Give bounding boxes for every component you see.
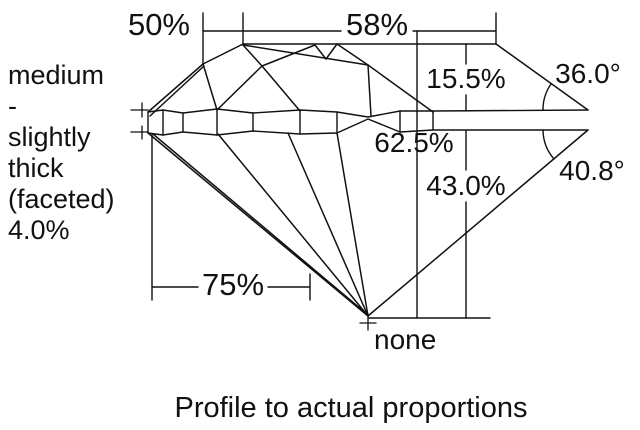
facet-edge bbox=[242, 44, 263, 67]
pavilion-facet-line bbox=[336, 132, 369, 317]
facet-edge bbox=[216, 65, 263, 111]
girdle-description-line: - bbox=[8, 91, 17, 121]
pavilion-edge-left bbox=[147, 132, 369, 317]
crown-height-label: 15.5% bbox=[426, 63, 506, 94]
facet-edge bbox=[202, 63, 218, 111]
girdle-band bbox=[147, 108, 589, 136]
girdle-description-line: medium bbox=[8, 60, 105, 90]
crown-outline bbox=[147, 43, 589, 117]
culet-label: none bbox=[374, 324, 437, 355]
pavilion-facet-line bbox=[287, 132, 369, 317]
crown-edge-right bbox=[495, 43, 589, 111]
pavilion-edge-left-inner bbox=[152, 133, 369, 316]
crown-facets bbox=[202, 43, 434, 117]
facet-edge bbox=[367, 64, 434, 113]
facet-edge bbox=[261, 44, 316, 67]
facet-edge bbox=[242, 44, 369, 66]
girdle-description: medium - slightly thick (faceted) 4.0% bbox=[8, 60, 168, 246]
crown-edge-left-lower bbox=[147, 63, 204, 113]
total-depth-label: 62.5% bbox=[374, 127, 454, 158]
figure-caption: Profile to actual proportions bbox=[174, 392, 528, 424]
girdle-description-line: slightly bbox=[8, 122, 91, 152]
star-length-label: 50% bbox=[127, 7, 190, 42]
pavilion-angle-arc bbox=[542, 129, 555, 160]
girdle-top-edge bbox=[147, 108, 589, 118]
girdle-bottom-edge bbox=[147, 118, 589, 136]
pavilion-depth-label: 43.0% bbox=[426, 170, 506, 201]
pavilion-angle-label: 40.8° bbox=[559, 155, 625, 186]
girdle-description-line: (faceted) bbox=[8, 184, 115, 214]
crown-edge-left-upper bbox=[202, 43, 244, 65]
measure-crosses bbox=[130, 102, 377, 331]
facet-edge bbox=[336, 43, 369, 66]
table-size-label: 58% bbox=[345, 7, 409, 42]
facet-edge bbox=[367, 64, 372, 117]
girdle-description-line: thick bbox=[8, 153, 64, 183]
crown-edge-left-inner bbox=[149, 65, 205, 117]
facet-edge bbox=[261, 65, 301, 112]
girdle-description-line: 4.0% bbox=[8, 215, 70, 245]
dimension-lines bbox=[151, 12, 555, 319]
facet-edge bbox=[314, 44, 327, 60]
lower-girdle-label: 75% bbox=[201, 267, 265, 302]
crown-angle-arc bbox=[542, 83, 552, 111]
crown-angle-label: 36.0° bbox=[555, 58, 621, 89]
pavilion-edge-right bbox=[367, 129, 589, 317]
facet-edge bbox=[325, 43, 338, 60]
pavilion bbox=[147, 129, 589, 317]
pavilion-facet-line bbox=[217, 133, 369, 317]
